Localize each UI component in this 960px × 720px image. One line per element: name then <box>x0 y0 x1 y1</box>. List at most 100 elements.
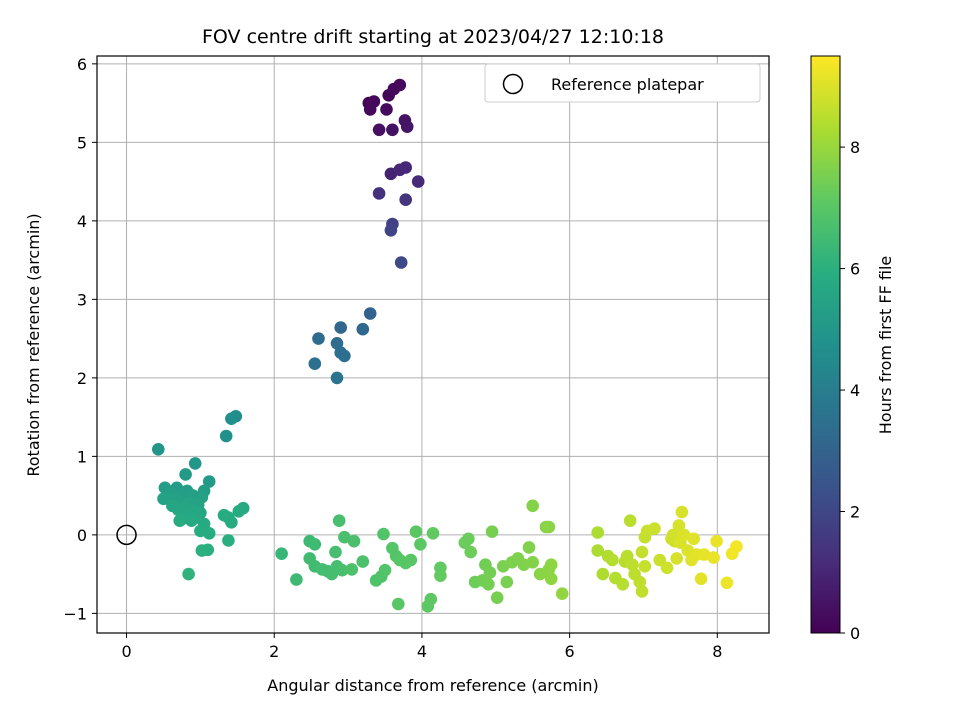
data-point <box>414 538 427 551</box>
data-point <box>677 528 691 542</box>
data-point <box>219 429 233 443</box>
data-point <box>202 527 216 540</box>
data-point <box>660 561 674 575</box>
colorbar-tick-label: 4 <box>850 381 860 400</box>
data-point <box>312 332 325 345</box>
data-point <box>399 193 413 206</box>
data-point <box>332 514 346 527</box>
data-point <box>596 567 610 581</box>
data-point <box>335 563 349 577</box>
colorbar-ticks: 0 2 4 6 8 <box>840 138 860 643</box>
x-axis-label: Angular distance from reference (arcmin) <box>267 676 598 695</box>
colorbar-gradient <box>810 55 841 634</box>
y-tick-label: 1 <box>77 447 87 466</box>
x-tick-label: 8 <box>712 642 722 661</box>
data-point <box>377 527 390 541</box>
data-point <box>372 123 386 137</box>
data-point <box>330 371 344 385</box>
y-tick-label: 3 <box>77 290 87 309</box>
data-point <box>707 551 720 564</box>
data-point <box>338 530 351 544</box>
data-point <box>462 532 475 546</box>
data-point <box>633 575 647 589</box>
data-point <box>308 538 322 551</box>
data-point <box>290 573 303 586</box>
reference-platepar-marker <box>116 524 137 546</box>
data-point <box>544 572 558 586</box>
grid-lines <box>97 56 769 633</box>
data-point <box>347 534 361 548</box>
data-point <box>386 123 399 137</box>
x-tick-label: 4 <box>417 642 427 661</box>
colorbar-tick-label: 6 <box>850 260 860 279</box>
data-point <box>179 468 192 481</box>
data-point <box>672 519 686 532</box>
data-point <box>635 585 649 598</box>
data-point <box>730 540 743 553</box>
data-point <box>363 307 377 320</box>
data-point <box>623 514 637 527</box>
data-point <box>393 78 407 92</box>
data-point <box>399 161 413 174</box>
data-point <box>542 520 556 534</box>
data-point <box>188 457 202 470</box>
data-point <box>363 103 377 116</box>
data-point <box>185 514 198 527</box>
data-point <box>157 492 170 506</box>
y-tick-label: 0 <box>77 526 87 545</box>
data-point <box>464 545 478 559</box>
colorbar-tick-label: 8 <box>850 138 860 157</box>
data-point <box>687 532 700 546</box>
colorbar-label: Hours from first FF file <box>876 256 895 435</box>
data-point <box>378 563 392 577</box>
data-point <box>485 525 499 538</box>
data-point <box>638 560 652 573</box>
data-point <box>308 357 322 371</box>
data-point <box>426 527 440 540</box>
data-point <box>329 545 342 559</box>
chart-title: FOV centre drift starting at 2023/04/27 … <box>202 26 664 48</box>
legend: Reference platepar <box>484 63 761 103</box>
x-tick-label: 2 <box>269 642 279 661</box>
legend-label: Reference platepar <box>551 75 704 94</box>
data-point <box>483 566 497 579</box>
data-point <box>526 556 539 569</box>
data-point <box>384 224 398 237</box>
data-point <box>626 558 639 571</box>
data-point <box>544 558 558 571</box>
data-point <box>694 572 708 586</box>
data-point <box>275 547 288 560</box>
data-point <box>222 534 235 547</box>
data-point <box>356 555 370 568</box>
data-point <box>345 563 359 576</box>
data-point <box>500 575 514 589</box>
legend-marker-icon <box>502 73 524 95</box>
data-point <box>400 120 414 133</box>
data-point <box>202 475 216 488</box>
y-tick-label: 4 <box>77 212 87 231</box>
data-points <box>152 78 743 613</box>
data-point <box>482 578 495 591</box>
data-point <box>394 256 408 269</box>
data-point <box>591 544 604 557</box>
colorbar-tick-label: 2 <box>850 503 860 522</box>
x-tick-label: 6 <box>565 642 575 661</box>
data-point <box>217 508 231 522</box>
data-point <box>720 576 734 590</box>
y-tick-label: 2 <box>77 369 87 388</box>
data-point <box>697 548 711 561</box>
colorbar-tick-label: 0 <box>850 624 860 643</box>
y-tick-label: 6 <box>77 55 87 74</box>
data-point <box>648 522 661 535</box>
data-point <box>225 412 238 426</box>
data-point <box>404 553 418 567</box>
legend-box <box>484 63 761 103</box>
data-point <box>380 103 393 116</box>
y-tick-label: −1 <box>63 604 87 623</box>
data-point <box>356 322 370 336</box>
data-point <box>152 443 165 456</box>
data-point <box>635 545 649 559</box>
data-point <box>424 592 438 606</box>
